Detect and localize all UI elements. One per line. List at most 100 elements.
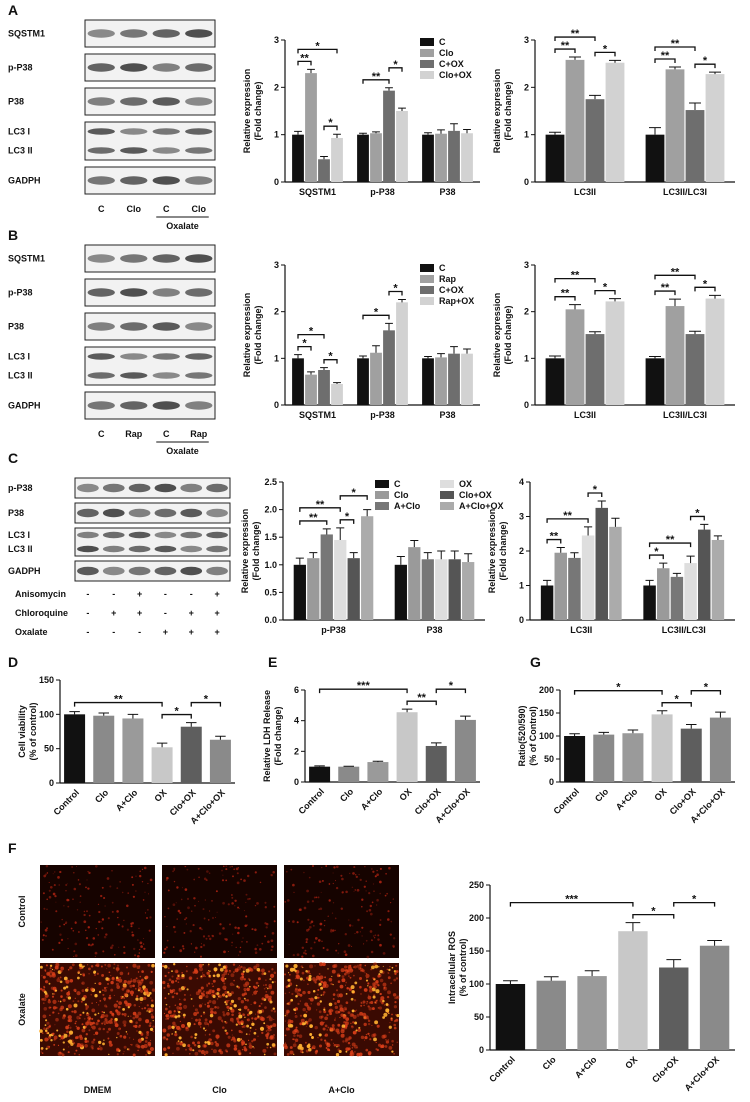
- cell-speck: [108, 971, 111, 974]
- cell-speck: [82, 1011, 85, 1014]
- cell-speck: [46, 898, 49, 901]
- cell-speck: [356, 964, 360, 968]
- cell-speck: [145, 975, 149, 979]
- cell-speck: [354, 1021, 358, 1025]
- cell-speck: [289, 1050, 294, 1055]
- cell-speck: [193, 878, 196, 881]
- cell-speck: [347, 1011, 351, 1015]
- cell-speck: [81, 1023, 84, 1026]
- cell-speck: [255, 981, 259, 985]
- cell-speck: [166, 939, 169, 942]
- cell-speck: [393, 978, 397, 982]
- lane-label: C: [98, 429, 105, 439]
- bar: [545, 134, 565, 182]
- cell-speck: [299, 977, 303, 981]
- cell-speck: [53, 969, 55, 971]
- cell-speck: [147, 909, 149, 911]
- cell-speck: [47, 1032, 50, 1035]
- cell-speck: [40, 1051, 42, 1053]
- cell-speck: [314, 965, 316, 967]
- cell-speck: [286, 899, 290, 902]
- cell-speck: [267, 1015, 271, 1019]
- cell-speck: [198, 967, 204, 972]
- cell-speck: [150, 1027, 154, 1031]
- cell-speck: [351, 990, 355, 994]
- cell-speck: [201, 1050, 203, 1052]
- cell-speck: [292, 953, 295, 957]
- cell-speck: [289, 967, 294, 972]
- condition-sign: -: [86, 589, 89, 599]
- significance-bracket: [339, 495, 368, 500]
- bar: [536, 980, 566, 1050]
- cell-speck: [146, 1030, 150, 1034]
- cell-speck: [196, 977, 199, 980]
- cell-speck: [137, 1049, 139, 1052]
- blot-band: [180, 483, 203, 493]
- cell-speck: [114, 954, 116, 956]
- y-tick-label: 100: [539, 731, 554, 741]
- cell-speck: [391, 1013, 393, 1016]
- cell-speck: [67, 1019, 71, 1023]
- cell-speck: [379, 892, 381, 895]
- blot-band: [87, 288, 115, 297]
- cell-speck: [200, 992, 203, 995]
- cell-speck: [208, 970, 210, 972]
- cell-speck: [102, 1027, 105, 1031]
- cell-speck: [318, 962, 324, 967]
- cell-speck: [139, 979, 144, 984]
- cell-speck: [203, 877, 207, 881]
- cell-speck: [83, 910, 86, 913]
- cell-speck: [74, 954, 78, 958]
- cell-speck: [98, 920, 101, 924]
- bar: [331, 137, 343, 182]
- cell-speck: [362, 1012, 367, 1017]
- cell-speck: [181, 971, 184, 974]
- cell-speck: [202, 944, 206, 947]
- y-axis-title: (% of control): [28, 703, 38, 761]
- x-tick-label: P38: [439, 410, 455, 420]
- cell-speck: [248, 1044, 253, 1049]
- cell-speck: [254, 871, 257, 874]
- cell-speck: [190, 997, 193, 1000]
- cell-speck: [297, 988, 302, 992]
- cell-speck: [56, 978, 61, 983]
- cell-speck: [50, 1039, 53, 1042]
- bar: [448, 353, 460, 405]
- cell-speck: [43, 1006, 48, 1011]
- cell-speck: [247, 977, 251, 981]
- cell-speck: [340, 1013, 344, 1018]
- bar: [554, 552, 567, 620]
- cell-speck: [323, 1008, 326, 1011]
- cell-speck: [168, 978, 172, 982]
- cell-speck: [365, 939, 368, 942]
- cell-speck: [227, 1009, 229, 1011]
- cell-speck: [326, 1043, 331, 1048]
- cell-speck: [244, 1016, 246, 1018]
- cell-speck: [296, 921, 299, 924]
- bar: [292, 358, 304, 405]
- significance-label: *: [675, 694, 680, 706]
- cell-speck: [97, 934, 100, 936]
- cell-speck: [296, 953, 300, 957]
- cell-speck: [63, 1014, 65, 1016]
- cell-speck: [74, 997, 76, 999]
- error-bar: [609, 59, 621, 63]
- cell-speck: [105, 977, 109, 981]
- cell-speck: [63, 976, 68, 981]
- cell-speck: [393, 1005, 398, 1009]
- bar: [685, 334, 705, 405]
- cell-speck: [86, 879, 88, 881]
- blot-band: [154, 508, 177, 518]
- cell-speck: [318, 977, 322, 981]
- blot-band: [152, 63, 180, 72]
- cell-speck: [237, 996, 241, 1001]
- cell-speck: [383, 986, 386, 989]
- cell-speck: [218, 963, 221, 967]
- cell-speck: [101, 973, 105, 977]
- cell-speck: [396, 996, 399, 998]
- cell-speck: [237, 906, 240, 909]
- cell-speck: [216, 973, 221, 978]
- cell-speck: [167, 984, 169, 987]
- cell-speck: [207, 1041, 211, 1046]
- cell-speck: [162, 1036, 167, 1040]
